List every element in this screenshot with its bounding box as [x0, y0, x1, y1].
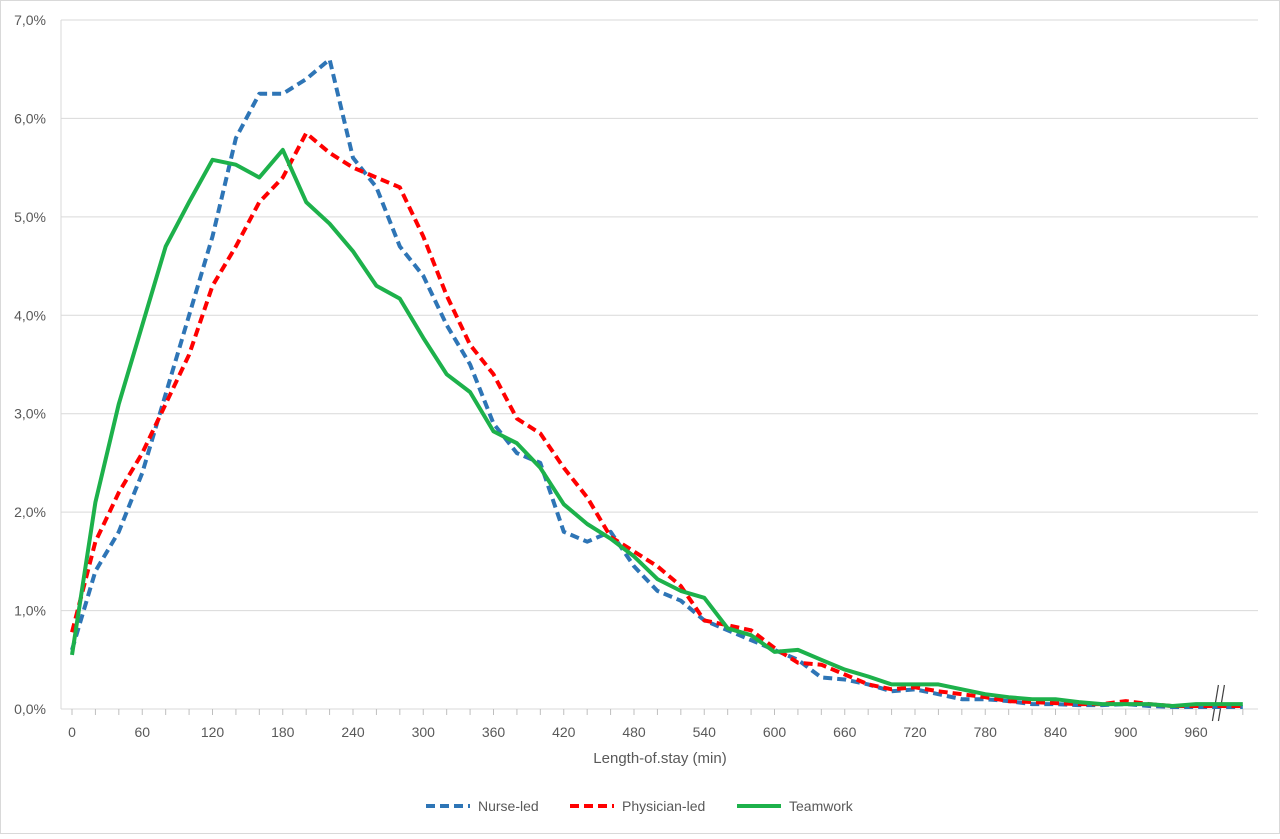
x-tick-label: 60	[134, 724, 150, 740]
x-tick-label: 720	[903, 724, 927, 740]
x-tick-label: 600	[763, 724, 787, 740]
x-tick-label: 660	[833, 724, 857, 740]
series-line-physician-led	[70, 131, 1243, 708]
x-tick-label: 540	[693, 724, 717, 740]
x-tick-label: 780	[974, 724, 998, 740]
x-tick-label: 960	[1184, 724, 1208, 740]
series-line-nurse-led	[70, 57, 1243, 709]
legend: Nurse-led Physician-led Teamwork	[426, 798, 854, 814]
y-tick-label: 0,0%	[14, 701, 46, 717]
axes: 0,0% 1,0% 2,0% 3,0% 4,0% 5,0% 6,0% 7,0% 0 60 120 18…	[14, 12, 1244, 740]
series-line-teamwork	[70, 147, 1243, 708]
series-lines	[70, 57, 1243, 709]
x-tick-label: 900	[1114, 724, 1138, 740]
x-tick-label: 120	[201, 724, 225, 740]
legend-item: Nurse-led	[426, 798, 539, 814]
x-tick-label: 840	[1044, 724, 1068, 740]
x-tick-label: 360	[482, 724, 506, 740]
y-tick-label: 4,0%	[14, 307, 46, 323]
x-tick-label: 0	[68, 724, 76, 740]
y-tick-label: 6,0%	[14, 110, 46, 126]
legend-label: Nurse-led	[478, 798, 539, 814]
legend-item: Physician-led	[570, 798, 705, 814]
legend-label: Teamwork	[789, 798, 854, 814]
x-tick-label: 180	[271, 724, 295, 740]
y-tick-label: 3,0%	[14, 406, 46, 422]
y-tick-label: 5,0%	[14, 209, 46, 225]
legend-item: Teamwork	[737, 798, 854, 814]
x-tick-label: 420	[552, 724, 576, 740]
gridlines	[61, 19, 1258, 710]
legend-label: Physician-led	[622, 798, 705, 814]
y-tick-label: 1,0%	[14, 603, 46, 619]
y-tick-label: 7,0%	[14, 12, 46, 28]
y-tick-label: 2,0%	[14, 504, 46, 520]
x-tick-label: 240	[341, 724, 365, 740]
x-tick-label: 480	[622, 724, 646, 740]
x-tick-label: 300	[412, 724, 436, 740]
x-axis-title: Length-of.stay (min)	[593, 750, 726, 767]
